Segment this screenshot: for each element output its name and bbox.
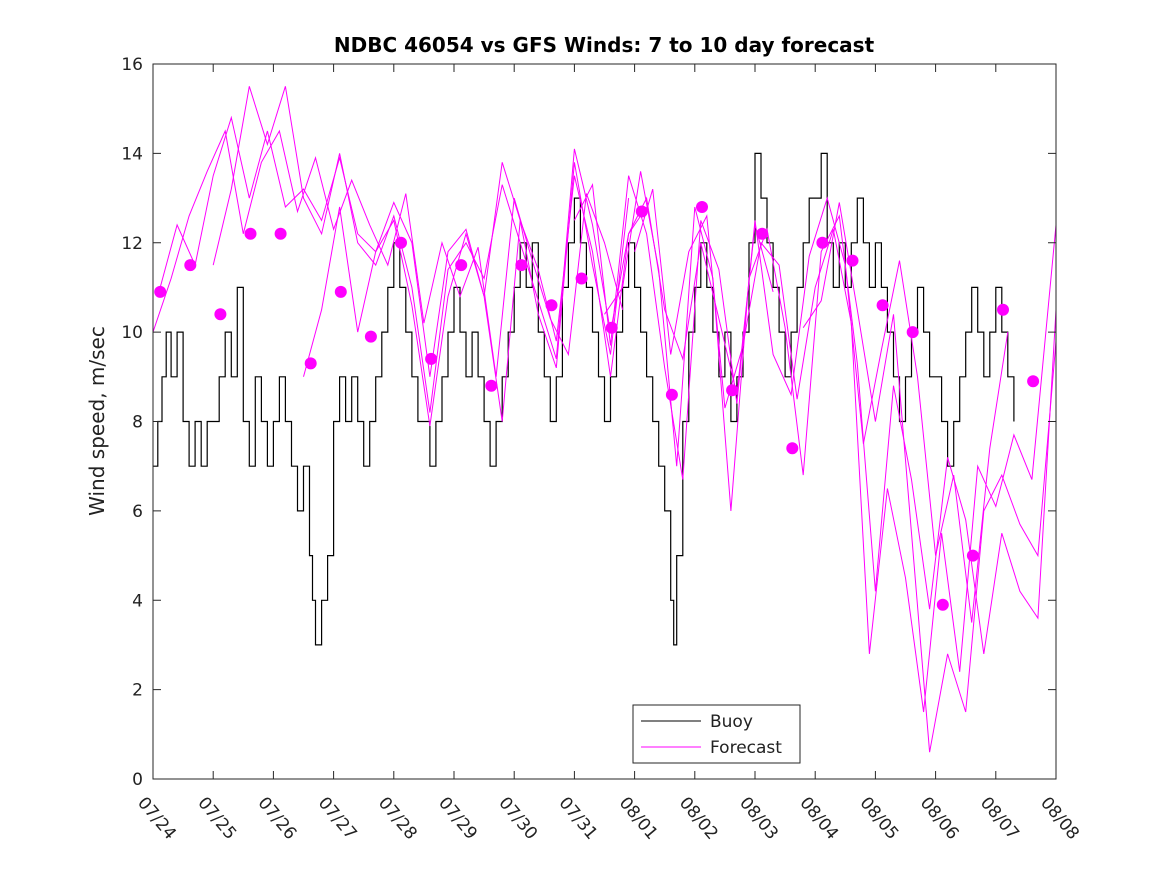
y-tick-label: 10 xyxy=(121,323,143,343)
forecast-marker-26 xyxy=(906,326,919,339)
y-tick-label: 6 xyxy=(132,502,143,522)
legend-label-forecast: Forecast xyxy=(710,738,782,758)
forecast-marker-25 xyxy=(876,299,889,312)
series-forecast-run-2 xyxy=(153,129,624,377)
forecast-marker-2 xyxy=(184,259,197,272)
y-tick-label: 2 xyxy=(132,681,143,701)
x-tick-label: 07/30 xyxy=(494,793,541,843)
series-forecast-run-5 xyxy=(573,175,1009,623)
x-tick-label: 08/06 xyxy=(916,793,963,843)
forecast-marker-17 xyxy=(635,205,648,218)
forecast-marker-29 xyxy=(997,303,1009,316)
x-tick-label: 08/08 xyxy=(1036,793,1083,843)
series-forecast-run-1 xyxy=(158,115,630,377)
forecast-marker-3 xyxy=(214,308,227,321)
y-axis-label: Wind speed, m/sec xyxy=(85,326,109,516)
forecast-marker-14 xyxy=(545,299,558,312)
legend: Buoy Forecast xyxy=(632,704,801,764)
forecast-marker-28 xyxy=(966,549,979,562)
legend-label-buoy: Buoy xyxy=(710,712,753,732)
x-tick-label: 07/29 xyxy=(434,793,481,843)
x-tick-label: 08/05 xyxy=(856,793,903,843)
y-tick-label: 4 xyxy=(132,591,143,611)
series-forecast-run-7 xyxy=(634,188,1056,713)
legend-box xyxy=(632,704,801,764)
x-tick-label: 07/27 xyxy=(314,793,361,843)
chart-title: NDBC 46054 vs GFS Winds: 7 to 10 day for… xyxy=(334,33,875,57)
x-tick-label: 07/25 xyxy=(193,793,240,843)
y-tick-label: 12 xyxy=(121,234,143,254)
forecast-marker-18 xyxy=(665,388,678,401)
forecast-marker-10 xyxy=(425,352,438,365)
forecast-marker-4 xyxy=(244,227,257,240)
y-tick-label: 14 xyxy=(121,144,143,164)
forecast-marker-20 xyxy=(726,384,739,397)
forecast-marker-12 xyxy=(485,379,498,392)
x-tick-label: 07/28 xyxy=(374,793,421,843)
x-tick-label: 08/07 xyxy=(976,793,1023,843)
forecast-marker-24 xyxy=(846,254,859,267)
x-tick-label: 07/24 xyxy=(133,793,180,843)
x-tick-label: 08/01 xyxy=(615,793,662,843)
series-forecast-run-6 xyxy=(604,171,1056,654)
series-forecast-run-4 xyxy=(303,175,774,427)
forecast-marker-22 xyxy=(786,442,799,455)
series-buoy-line xyxy=(153,152,1015,646)
forecast-marker-1 xyxy=(154,285,167,298)
y-tick-label: 16 xyxy=(121,55,143,75)
forecast-marker-13 xyxy=(515,259,528,272)
forecast-marker-30 xyxy=(1027,375,1040,388)
forecast-marker-15 xyxy=(575,272,588,285)
forecast-marker-6 xyxy=(304,357,317,370)
forecast-marker-11 xyxy=(455,259,468,272)
forecast-marker-19 xyxy=(696,201,708,213)
forecast-marker-27 xyxy=(936,598,949,611)
series-forecast-run-8 xyxy=(802,202,1056,753)
x-tick-label: 08/04 xyxy=(795,793,842,843)
x-tick-label: 07/31 xyxy=(555,793,602,843)
y-tick-label: 8 xyxy=(132,413,143,433)
y-tick-label: 0 xyxy=(132,770,143,790)
series-layer xyxy=(153,86,1056,753)
forecast-marker-9 xyxy=(395,236,407,249)
forecast-marker-16 xyxy=(605,321,618,334)
series-forecast-run-3 xyxy=(212,86,648,413)
axis-layer: 0 2 4 6 8 10 12 14 16 07/24 07/25 07/26 07/27 07/28 07… xyxy=(121,55,1083,844)
forecast-marker-21 xyxy=(756,227,769,240)
x-tick-label: 08/03 xyxy=(735,793,782,843)
forecast-marker-8 xyxy=(364,330,377,343)
forecast-marker-7 xyxy=(334,285,347,298)
x-tick-label: 07/26 xyxy=(254,793,301,843)
forecast-marker-5 xyxy=(274,227,287,240)
x-tick-label: 08/02 xyxy=(675,793,722,843)
forecast-marker-23 xyxy=(816,236,829,249)
